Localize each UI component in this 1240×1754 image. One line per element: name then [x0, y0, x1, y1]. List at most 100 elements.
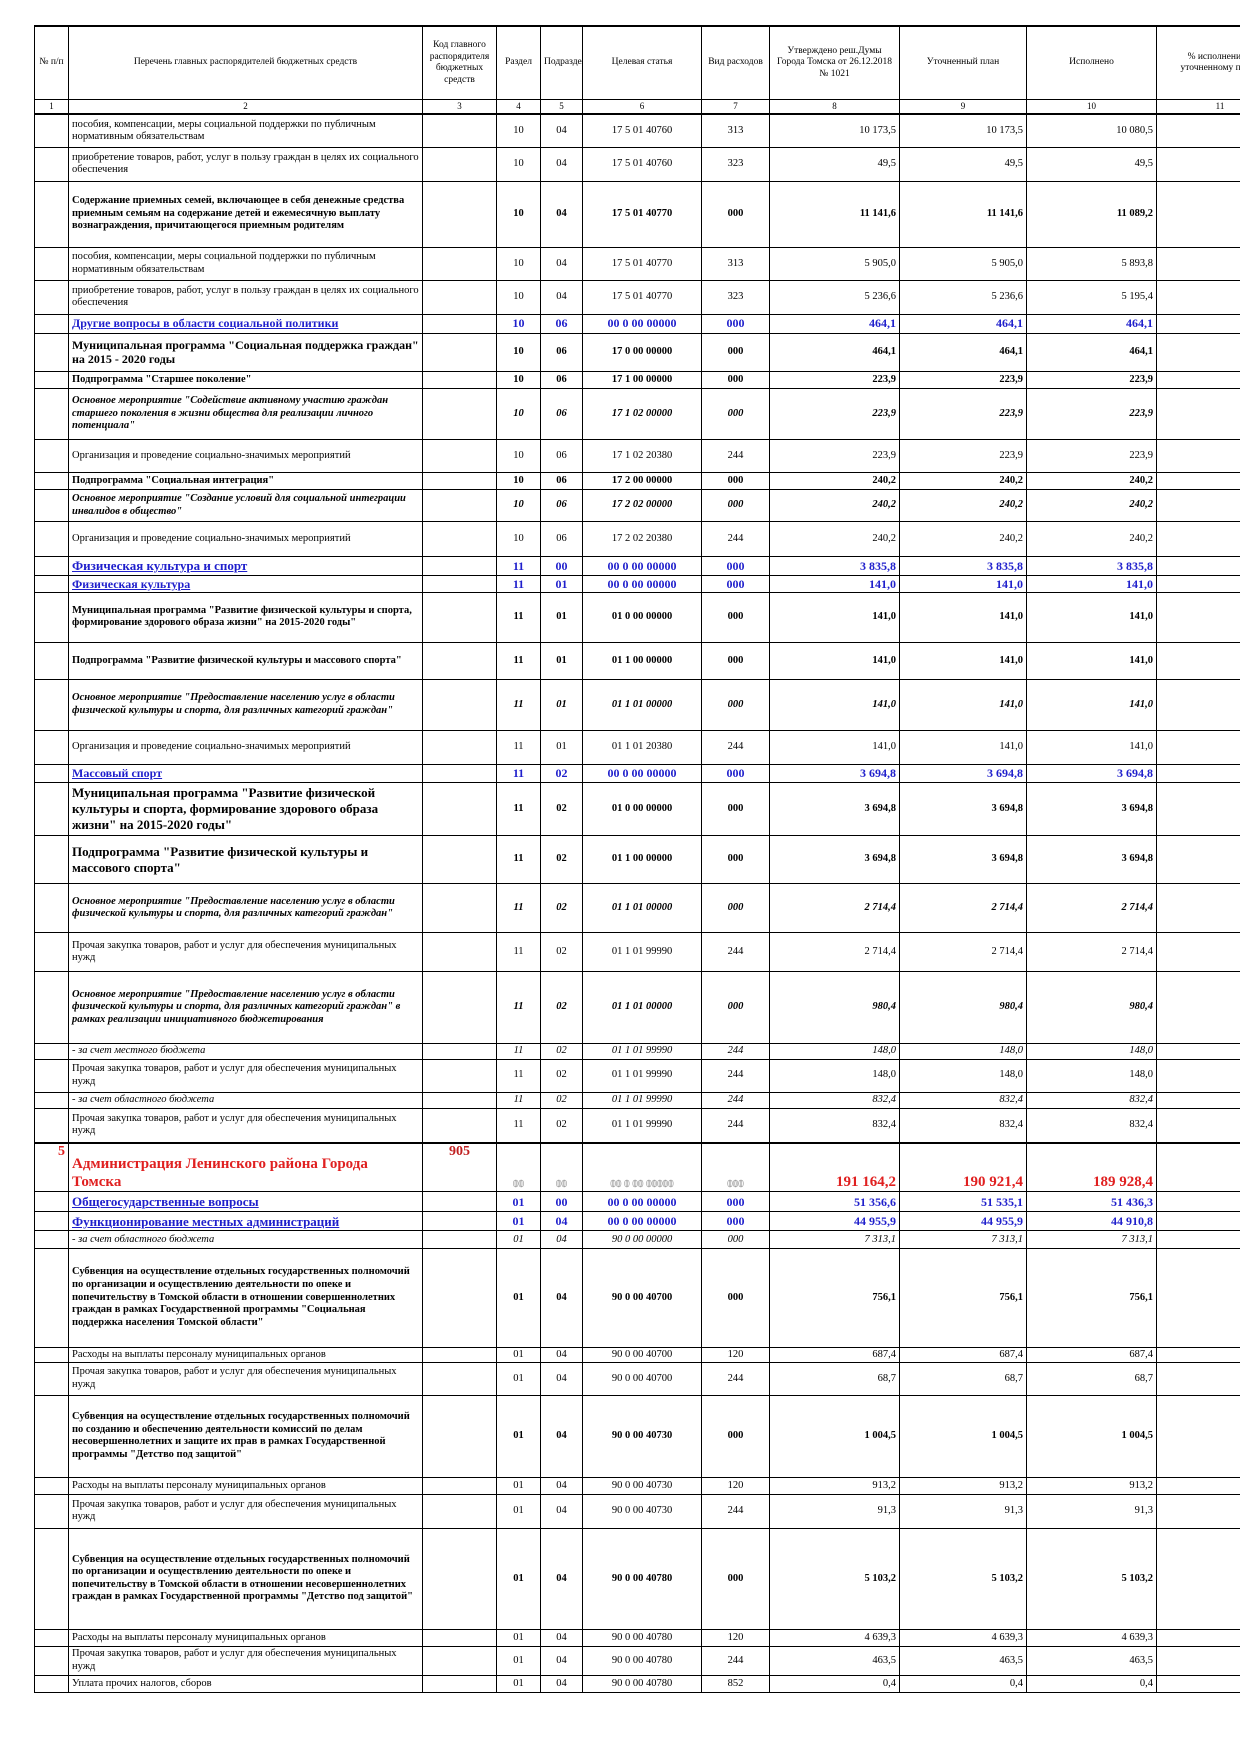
execution-percent: 100,0	[1156, 1058, 1240, 1093]
approved: 3 694,8	[769, 781, 900, 837]
recipient-name: Основное мероприятие "Предоставление нас…	[68, 678, 423, 732]
subsection: 06	[540, 313, 583, 334]
revised-plan: 4 639,3	[899, 1629, 1027, 1647]
row-number	[34, 1394, 69, 1479]
row-number	[34, 1191, 69, 1213]
table-row: Содержание приемных семей, включающее в …	[34, 180, 1240, 248]
approved: 148,0	[769, 1042, 900, 1060]
section: 10	[496, 472, 541, 490]
target-item: 17 5 01 40760	[582, 113, 702, 149]
recipient-name: Функционирование местных администраций	[68, 1211, 423, 1232]
revised-plan: 223,9	[899, 388, 1027, 440]
executed: 5 893,8	[1026, 246, 1157, 282]
table-row: - за счет местного бюджета 11 02 01 1 01 99…	[34, 1042, 1240, 1060]
section: 10	[496, 246, 541, 282]
target-item: 01 1 01 99990	[582, 1092, 702, 1109]
revised-plan: 463,5	[899, 1645, 1027, 1676]
executed: 687,4	[1026, 1346, 1157, 1364]
expense-type: 000	[701, 678, 770, 732]
approved: 7 313,1	[769, 1230, 900, 1250]
subsection: 04	[540, 246, 583, 282]
approved: 687,4	[769, 1346, 900, 1364]
section: 11	[496, 883, 541, 934]
target-item: 01 1 01 99990	[582, 1107, 702, 1144]
execution-percent: 100,0	[1156, 1645, 1240, 1676]
recipient-name: - за счет местного бюджета	[68, 1042, 423, 1060]
target-item: 00 0 00 00000	[582, 1191, 702, 1213]
header-cell: Уточненный план	[899, 25, 1027, 101]
recipient-code	[422, 246, 497, 282]
recipient-name: Прочая закупка товаров, работ и услуг дл…	[68, 1645, 423, 1676]
subsection: 01	[540, 678, 583, 732]
expense-type: 000	[701, 1230, 770, 1250]
approved: 68,7	[769, 1362, 900, 1396]
executed: 464,1	[1026, 332, 1157, 372]
execution-percent: 100,0	[1156, 1346, 1240, 1364]
header-cell: Код главного распорядителя бюджетных сре…	[422, 25, 497, 101]
recipient-name: Массовый спорт	[68, 763, 423, 783]
subsection: 02	[540, 1107, 583, 1144]
expense-type: 000	[701, 641, 770, 680]
target-item: 01 1 01 00000	[582, 678, 702, 732]
executed: 240,2	[1026, 521, 1157, 557]
recipient-name: Прочая закупка товаров, работ и услуг дл…	[68, 1494, 423, 1529]
section: 10	[496, 388, 541, 440]
executed: 141,0	[1026, 730, 1157, 765]
expense-type: 120	[701, 1477, 770, 1496]
expense-type: 852	[701, 1674, 770, 1693]
header-cell: % исполнения к уточненному плану	[1156, 25, 1240, 101]
approved: 223,9	[769, 388, 900, 440]
recipient-name: Физическая культура и спорт	[68, 555, 423, 576]
expense-type: 000	[701, 574, 770, 593]
header-cell: Целевая статья	[582, 25, 702, 101]
table-row: Основное мероприятие "Создание условий д…	[34, 488, 1240, 523]
execution-percent: 100,0	[1156, 1362, 1240, 1396]
subsection: 00	[540, 1191, 583, 1213]
table-row: Основное мероприятие "Предоставление нас…	[34, 678, 1240, 732]
recipient-name: Основное мероприятие "Предоставление нас…	[68, 971, 423, 1044]
executed: 3 694,8	[1026, 781, 1157, 837]
execution-percent: 100,0	[1156, 1527, 1240, 1631]
executed: 7 313,1	[1026, 1230, 1157, 1250]
expense-type: 000	[701, 763, 770, 783]
recipient-code	[422, 591, 497, 643]
revised-plan: 44 955,9	[899, 1211, 1027, 1232]
expense-type: 000	[701, 1248, 770, 1348]
recipient-code	[422, 488, 497, 523]
header-row: № п/п Перечень главных распорядителей бюд…	[34, 25, 1240, 101]
recipient-name: Подпрограмма "Социальная интеграция"	[68, 472, 423, 490]
recipient-name: Организация и проведение социально-значи…	[68, 521, 423, 557]
revised-plan: 240,2	[899, 521, 1027, 557]
expense-type: 244	[701, 1645, 770, 1676]
table-row: Основное мероприятие "Предоставление нас…	[34, 883, 1240, 934]
recipient-name: Субвенция на осуществление отдельных гос…	[68, 1248, 423, 1348]
recipient-code	[422, 641, 497, 680]
row-number	[34, 574, 69, 593]
table-row: Расходы на выплаты персоналу муниципальн…	[34, 1629, 1240, 1647]
recipient-code	[422, 1042, 497, 1060]
subsection: 02	[540, 1092, 583, 1109]
recipient-code	[422, 971, 497, 1044]
executed: 0,4	[1026, 1674, 1157, 1693]
recipient-name: Администрация Ленинского района Города Т…	[68, 1141, 423, 1193]
expense-type: 000	[701, 971, 770, 1044]
target-item: 01 1 00 00000	[582, 835, 702, 885]
table-row: Прочая закупка товаров, работ и услуг дл…	[34, 1645, 1240, 1676]
approved: 91,3	[769, 1494, 900, 1529]
approved: 44 955,9	[769, 1211, 900, 1232]
recipient-code	[422, 1058, 497, 1093]
executed: 463,5	[1026, 1645, 1157, 1676]
row-number	[34, 835, 69, 885]
approved: 5 103,2	[769, 1527, 900, 1631]
section: 10	[496, 488, 541, 523]
table-row: Субвенция на осуществление отдельных гос…	[34, 1248, 1240, 1348]
recipient-code	[422, 1394, 497, 1479]
subsection: 02	[540, 781, 583, 837]
recipient-code	[422, 835, 497, 885]
execution-percent: 100,0	[1156, 1092, 1240, 1109]
approved: 51 356,6	[769, 1191, 900, 1213]
subsection: 04	[540, 113, 583, 149]
revised-plan: 91,3	[899, 1494, 1027, 1529]
approved: 240,2	[769, 488, 900, 523]
recipient-code	[422, 1248, 497, 1348]
